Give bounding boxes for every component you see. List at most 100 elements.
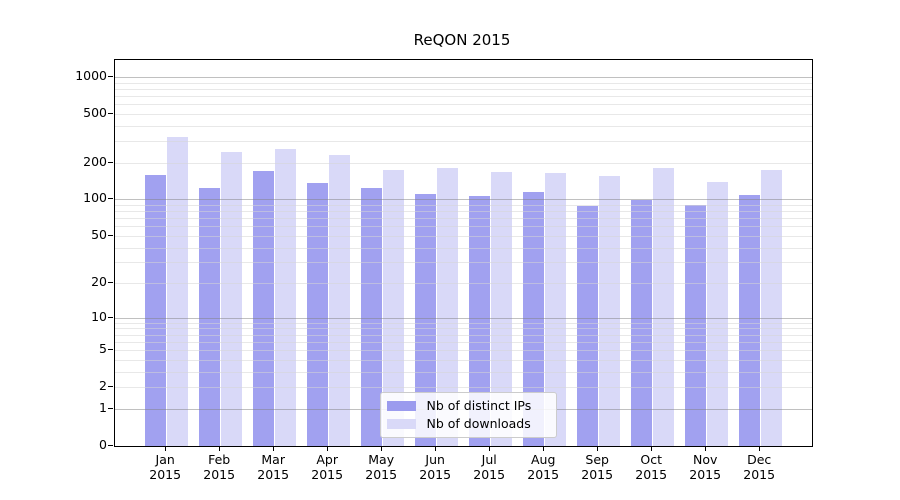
bar-apr-downloads — [328, 155, 350, 446]
x-tick-label-jun: Jun 2015 — [419, 452, 452, 482]
minor-gridline — [114, 114, 812, 115]
minor-gridline — [114, 82, 812, 84]
bar-may-downloads — [382, 170, 404, 446]
minor-gridline — [114, 328, 812, 330]
bar-oct-downloads — [652, 168, 674, 446]
legend-label-distinct-ips: Nb of distinct IPs — [426, 398, 532, 413]
y-tick-mark — [107, 348, 113, 350]
x-tick-label-jul: Jul 2015 — [473, 452, 506, 482]
x-tick-label-aug: Aug 2015 — [527, 452, 560, 482]
y-tick-mark — [107, 444, 113, 446]
x-tick-label-mar: Mar 2015 — [257, 452, 290, 482]
x-tick-label-may: May 2015 — [365, 452, 398, 482]
y-tick-label: 500 — [83, 105, 107, 120]
y-tick-mark — [107, 282, 113, 284]
y-tick-label: 0 — [99, 436, 107, 452]
y-tick-mark — [107, 407, 113, 409]
x-tick-mark — [327, 445, 329, 451]
minor-gridline — [114, 204, 812, 206]
bar-jul-distinct-ips — [468, 195, 490, 446]
x-tick-label-feb: Feb 2015 — [203, 452, 236, 482]
legend-item-distinct-ips: Nb of distinct IPs — [386, 398, 550, 413]
x-tick-label-jan: Jan 2015 — [149, 452, 182, 482]
minor-gridline — [114, 283, 812, 285]
bar-mar-distinct-ips — [252, 170, 274, 446]
bar-jan-distinct-ips — [144, 175, 166, 446]
x-tick-mark — [651, 445, 653, 451]
x-tick-label-dec: Dec 2015 — [743, 452, 776, 482]
y-tick-mark — [107, 385, 113, 387]
y-tick-label: 100 — [83, 190, 107, 206]
x-tick-label-apr: Apr 2015 — [311, 452, 344, 482]
y-tick-mark — [107, 76, 113, 77]
y-tick-mark — [107, 198, 113, 200]
bar-mar-downloads — [274, 148, 296, 446]
legend: Nb of distinct IPs Nb of downloads — [379, 392, 557, 438]
bar-jan-downloads — [166, 136, 188, 446]
y-tick-label: 5 — [99, 340, 107, 356]
chart-title: ReQON 2015 — [413, 31, 511, 49]
minor-gridline — [114, 88, 812, 90]
y-tick-label: 10 — [91, 308, 107, 324]
x-tick-mark — [759, 445, 761, 451]
x-tick-mark — [219, 445, 221, 451]
x-tick-mark — [597, 445, 599, 451]
y-tick-label: 1000 — [75, 68, 107, 83]
x-tick-label-oct: Oct 2015 — [635, 452, 668, 482]
bar-dec-distinct-ips — [738, 195, 760, 446]
minor-gridline — [114, 211, 812, 213]
x-tick-mark — [705, 445, 707, 451]
minor-gridline — [114, 104, 812, 106]
bar-aug-downloads — [544, 173, 566, 446]
x-tick-mark — [165, 445, 167, 451]
minor-gridline — [114, 226, 812, 228]
minor-gridline — [114, 247, 812, 249]
legend-label-downloads: Nb of downloads — [426, 416, 531, 431]
legend-item-downloads: Nb of downloads — [386, 416, 550, 431]
y-tick-label: 20 — [91, 274, 107, 290]
minor-gridline — [114, 162, 812, 164]
major-gridline — [114, 199, 812, 201]
y-tick-mark — [107, 161, 113, 163]
x-tick-label-sep: Sep 2015 — [581, 452, 614, 482]
bar-sep-downloads — [598, 175, 620, 446]
legend-swatch-downloads-icon — [386, 419, 416, 429]
minor-gridline — [114, 349, 812, 351]
x-tick-label-nov: Nov 2015 — [689, 452, 722, 482]
minor-gridline — [114, 334, 812, 336]
y-tick-mark — [107, 316, 113, 318]
minor-gridline — [114, 371, 812, 373]
bar-jun-distinct-ips — [414, 194, 436, 446]
bar-feb-downloads — [220, 151, 242, 446]
major-gridline — [114, 77, 812, 78]
bar-may-distinct-ips — [360, 188, 382, 446]
minor-gridline — [114, 141, 812, 143]
x-tick-mark — [435, 445, 437, 451]
minor-gridline — [114, 359, 812, 361]
legend-swatch-distinct-ips-icon — [386, 401, 416, 411]
bar-feb-distinct-ips — [198, 187, 220, 446]
x-tick-mark — [489, 445, 491, 451]
y-tick-label: 2 — [99, 377, 107, 393]
x-tick-mark — [273, 445, 275, 451]
bar-aug-distinct-ips — [522, 192, 544, 446]
y-tick-mark — [107, 113, 113, 114]
minor-gridline — [114, 235, 812, 237]
y-tick-label: 50 — [91, 226, 107, 242]
y-tick-label: 1 — [99, 399, 107, 415]
bar-apr-distinct-ips — [306, 183, 328, 446]
bar-jul-downloads — [490, 171, 512, 446]
bar-sep-distinct-ips — [576, 206, 598, 446]
minor-gridline — [114, 341, 812, 343]
y-tick-label: 200 — [83, 153, 107, 169]
x-tick-mark — [381, 445, 383, 451]
minor-gridline — [114, 386, 812, 388]
minor-gridline — [114, 262, 812, 264]
minor-gridline — [114, 96, 812, 97]
plot-area: Nb of distinct IPs Nb of downloads — [113, 59, 813, 447]
minor-gridline — [114, 218, 812, 220]
bar-jun-downloads — [436, 167, 458, 446]
bar-nov-downloads — [706, 182, 728, 446]
bar-dec-downloads — [760, 170, 782, 446]
